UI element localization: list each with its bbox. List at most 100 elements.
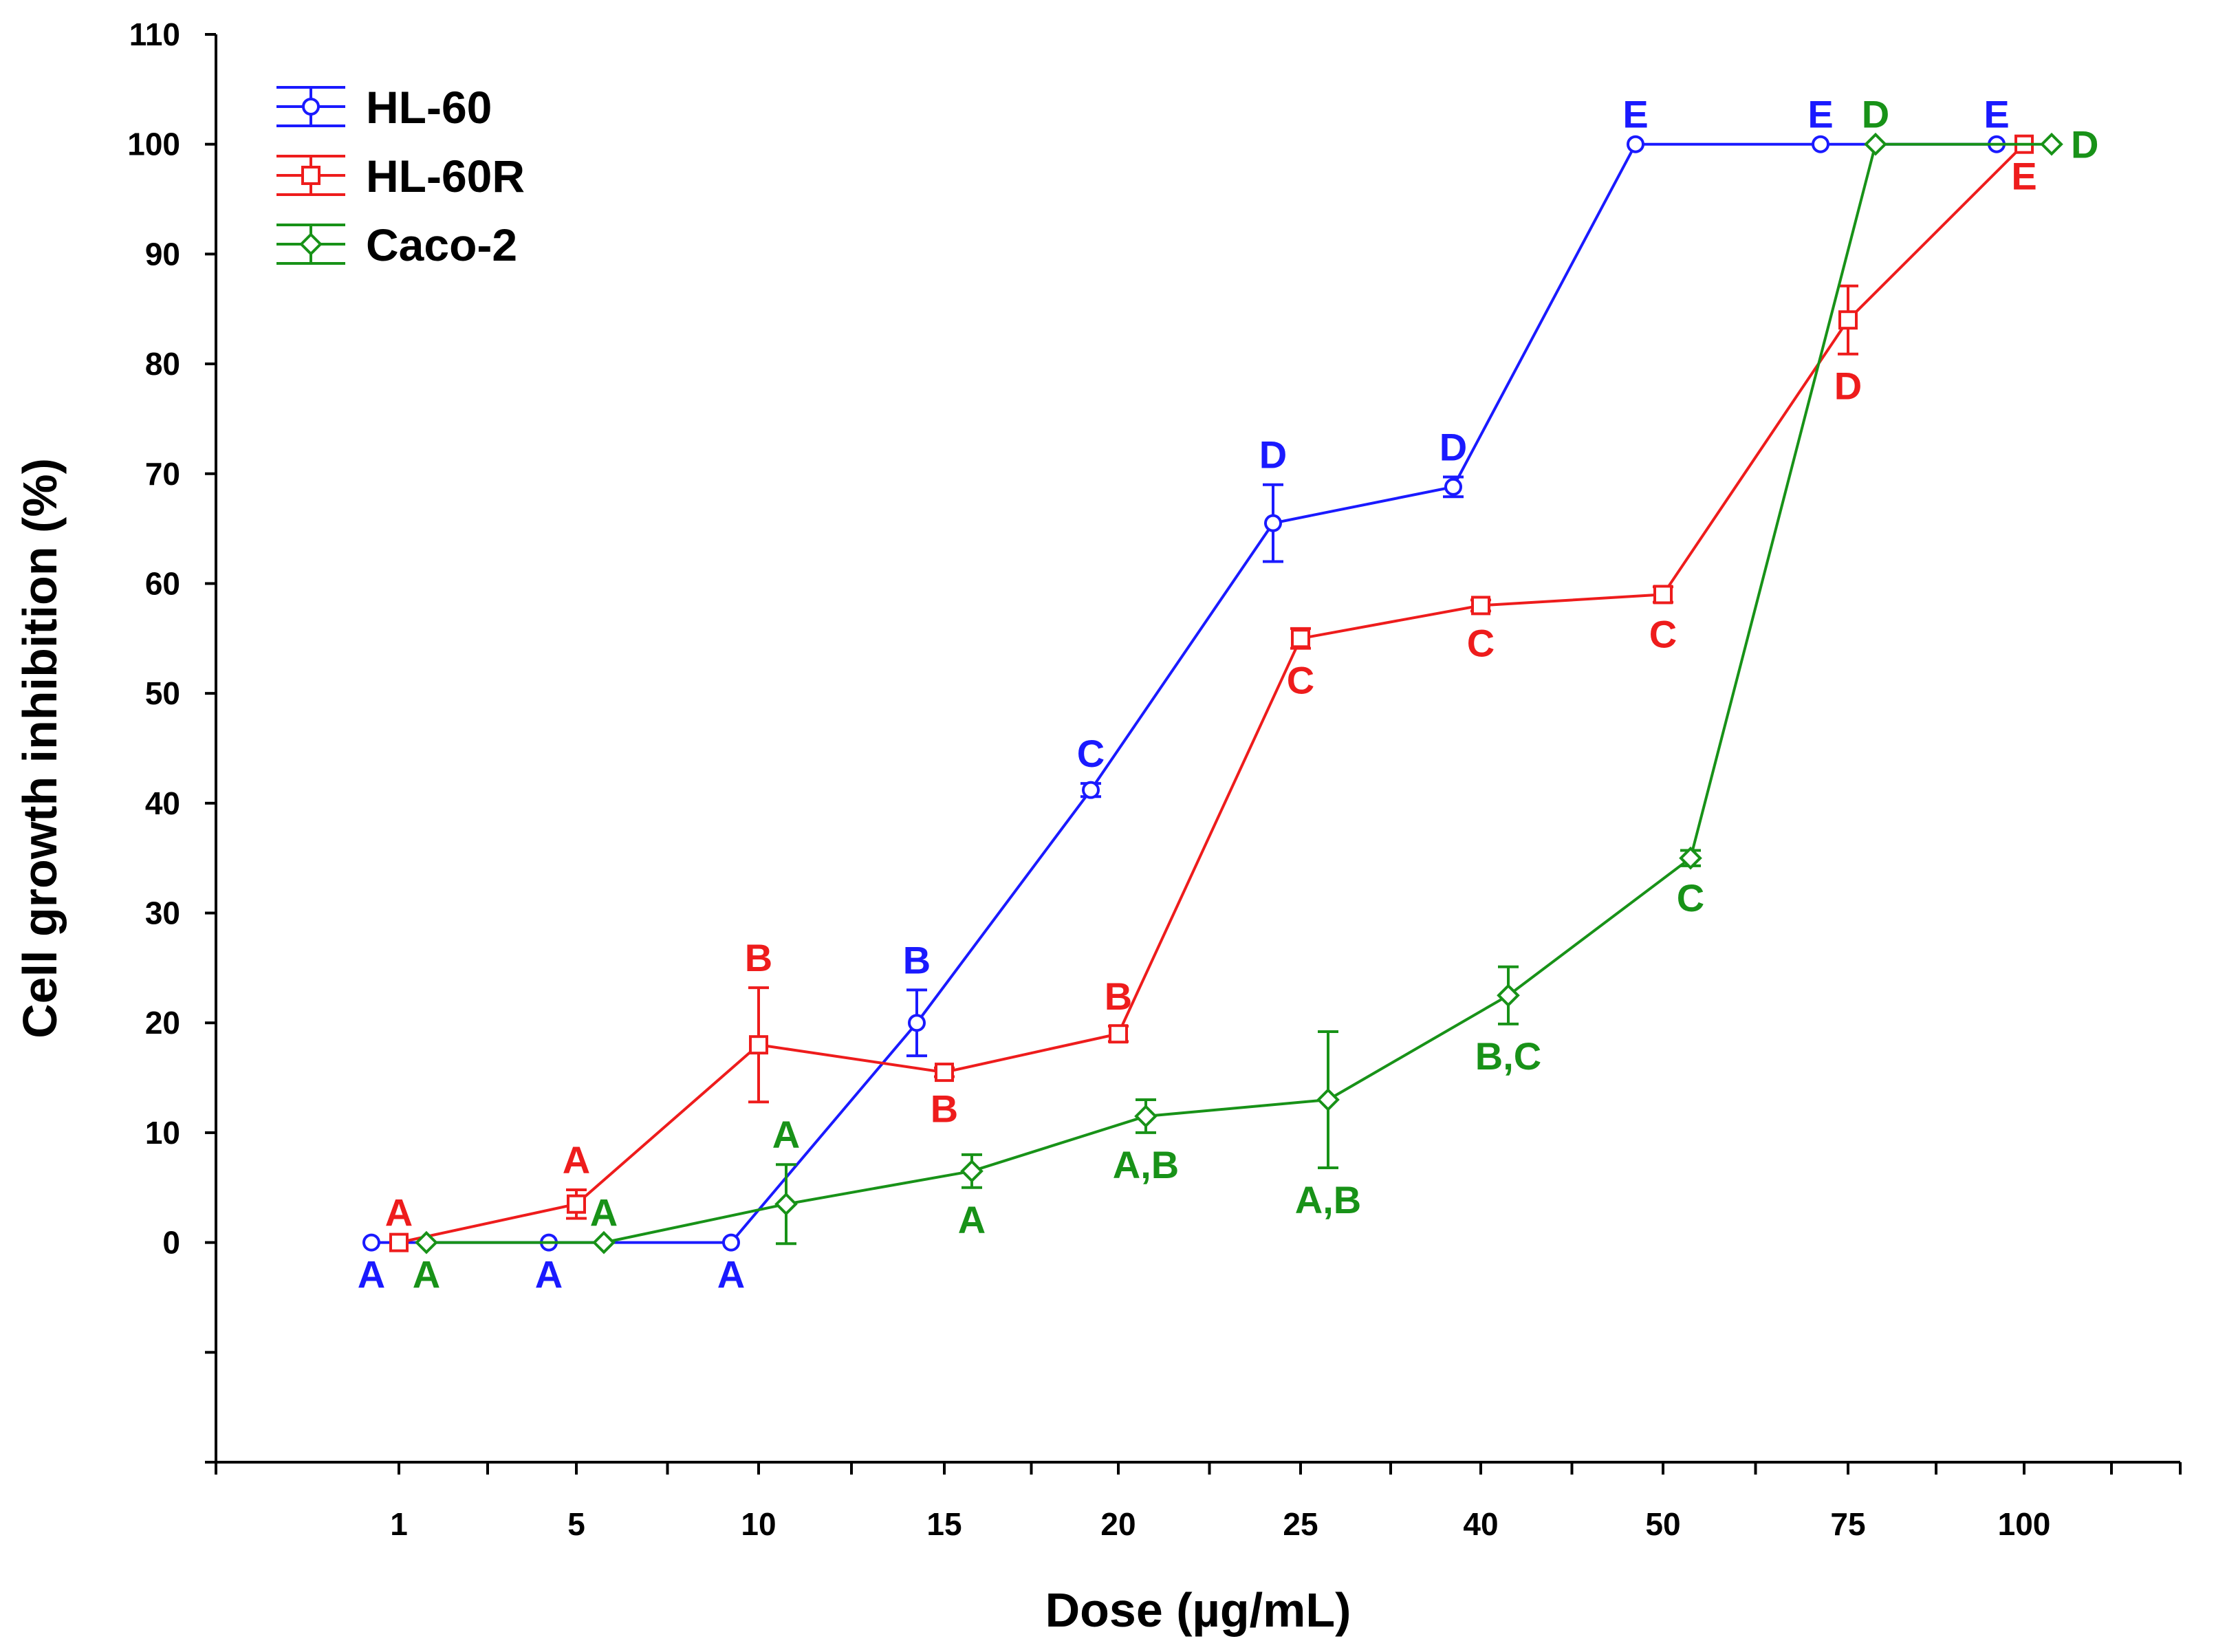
significance-letter: D [1259,433,1287,477]
significance-letter: C [1077,732,1105,775]
significance-letter: C [1287,659,1314,702]
data-point [1291,629,1310,649]
legend-marker [301,166,321,185]
significance-letter: D [1440,426,1467,469]
x-axis-title: Dose (µg/mL) [1045,1583,1351,1637]
y-tick-label: 10 [145,1115,180,1151]
significance-letter: E [1984,93,2009,136]
y-tick-label: 100 [127,127,180,162]
significance-letter: B [745,936,772,979]
data-point [592,1230,616,1254]
y-tick-label: 20 [145,1005,180,1041]
y-tick-label: 110 [129,17,180,52]
y-tick-label: 50 [145,675,180,711]
data-point [567,1194,586,1214]
x-tick-label: 10 [741,1506,776,1542]
data-point [389,1232,409,1252]
legend-label: HL-60 [366,82,492,133]
legend-label: Caco-2 [366,219,517,270]
x-tick-label: 15 [926,1506,962,1542]
data-point [1679,846,1702,870]
data-point [415,1230,438,1254]
data-point [1082,781,1100,799]
x-tick-label: 1 [390,1506,408,1542]
significance-letter: E [1622,93,1648,136]
significance-letter: A [563,1138,590,1182]
y-tick-label: 90 [145,236,180,272]
data-point [960,1159,984,1183]
x-tick-label: 50 [1645,1506,1680,1542]
significance-letter: A [772,1113,800,1156]
y-tick-label: 0 [162,1225,180,1261]
data-point [1812,135,1829,153]
significance-letter: E [1807,93,1833,136]
data-point [1316,1088,1340,1111]
data-point [2040,132,2063,156]
y-ticks-group: 0 10 20 30 40 50 60 70 80 90 100 110 [127,17,216,1464]
legend: HL-60 HL-60R Caco-2 [276,82,525,270]
legend-label: HL-60R [366,151,525,202]
series-line [398,143,2025,1244]
significance-letter: B,C [1475,1034,1541,1078]
significance-letter: A [358,1253,385,1296]
x-tick-label: 75 [1830,1506,1865,1542]
y-tick-label: 80 [145,346,180,382]
legend-item-hl-60r: HL-60R [276,151,525,202]
data-point [1653,585,1673,605]
significance-letter: A [385,1191,413,1235]
x-tick-label: 25 [1283,1506,1318,1542]
data-point [1838,310,1858,330]
data-point [908,1014,926,1032]
data-point [722,1233,740,1252]
data-point [935,1063,954,1083]
significance-letter: A [590,1191,618,1235]
axes-group [215,34,2180,1464]
data-point [774,1192,798,1216]
significance-letter: A [958,1198,986,1241]
data-point [1471,596,1490,616]
data-point [362,1233,380,1252]
significance-letter: D [1834,365,1862,408]
data-point [1264,514,1282,532]
data-point [1134,1105,1158,1128]
significance-letter: B [931,1087,958,1130]
significance-letter: C [1677,876,1704,920]
series-line [426,142,2052,1244]
significance-letter: A [535,1253,563,1296]
x-tick-label: 20 [1100,1506,1136,1542]
legend-item-caco-2: Caco-2 [276,219,517,270]
data-point [1627,135,1644,153]
significance-letter: A [413,1253,440,1296]
significance-letter: C [1467,621,1495,664]
y-tick-label: 30 [145,895,180,931]
significance-letter: D [1862,93,1889,136]
x-tick-label: 5 [567,1506,585,1542]
significance-letter: D [2071,123,2098,166]
x-tick-label: 100 [1998,1506,2051,1542]
series-line [371,142,1997,1244]
y-axis-title: Cell growth inhibition (%) [13,458,67,1039]
data-point [1444,477,1462,496]
data-point [749,1035,768,1055]
significance-letter: A,B [1113,1143,1179,1186]
x-ticks-group: 1 5 10 15 20 25 40 50 75 100 [215,1462,2182,1542]
significance-letter: B [903,938,931,981]
x-tick-label: 40 [1463,1506,1498,1542]
legend-marker [299,232,323,256]
y-tick-label: 70 [145,456,180,492]
legend-item-hl-60: HL-60 [276,82,492,133]
significance-letter: E [2011,155,2036,198]
data-point [1109,1024,1128,1044]
data-point [1497,983,1520,1008]
y-tick-label: 40 [145,785,180,821]
significance-letter: B [1105,975,1132,1018]
significance-letter: A [717,1253,745,1296]
legend-marker [302,98,320,116]
significance-letter: C [1649,613,1677,656]
